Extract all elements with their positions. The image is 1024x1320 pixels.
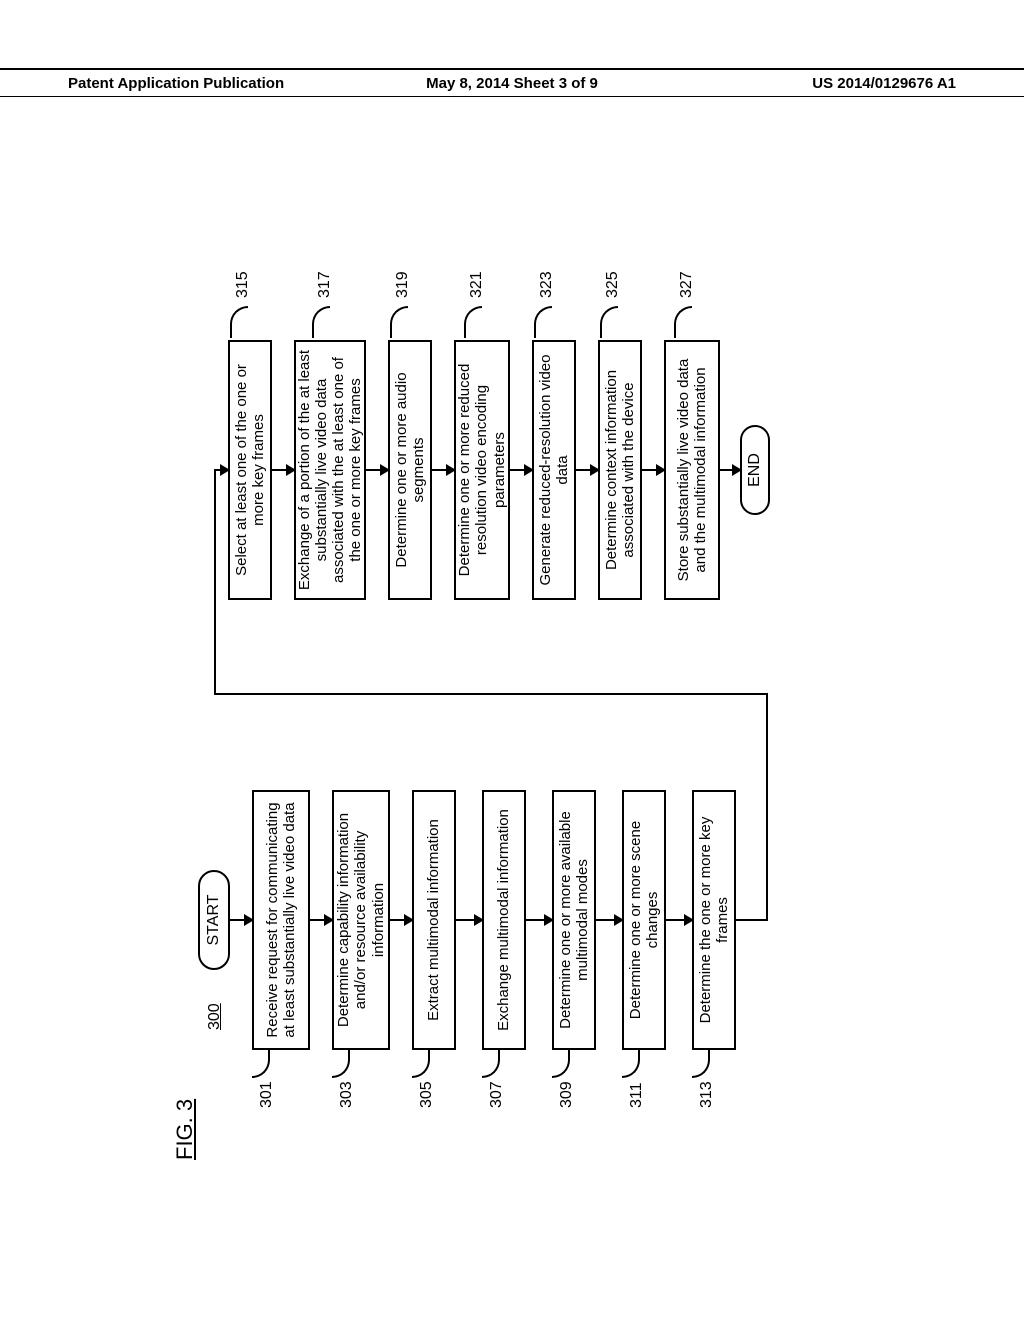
step-327-text: Store substantially live video data and … — [675, 348, 710, 592]
ref-327: 327 — [678, 271, 696, 298]
page-header: Patent Application Publication May 8, 20… — [0, 68, 1024, 97]
ref-313: 313 — [698, 1081, 716, 1108]
step-309: Determine one or more available multimod… — [552, 790, 596, 1050]
step-321-text: Determine one or more reduced resolution… — [456, 348, 508, 592]
ref-309: 309 — [558, 1081, 576, 1108]
step-323: Generate reduced-resolution video data — [532, 340, 576, 600]
figure-ref-300: 300 — [206, 1003, 224, 1030]
ref-303: 303 — [338, 1081, 356, 1108]
step-301-text: Receive request for communicating at lea… — [264, 798, 299, 1042]
leader-319 — [390, 306, 408, 338]
ref-305: 305 — [418, 1081, 436, 1108]
conn-313-up — [214, 693, 768, 695]
step-315: Select at least one of the one or more k… — [228, 340, 272, 600]
arrowhead-301-303 — [324, 914, 334, 926]
step-323-text: Generate reduced-resolution video data — [537, 348, 572, 592]
step-317: Exchange of a portion of the at least su… — [294, 340, 366, 600]
step-319-text: Determine one or more audio segments — [393, 348, 428, 592]
arrowhead-323-325 — [590, 464, 600, 476]
step-315-text: Select at least one of the one or more k… — [233, 348, 268, 592]
arrowhead-319-321 — [446, 464, 456, 476]
leader-323 — [534, 306, 552, 338]
conn-313-into315 — [214, 471, 216, 695]
leader-315 — [230, 306, 248, 338]
header-left: Patent Application Publication — [68, 75, 284, 92]
step-309-text: Determine one or more available multimod… — [557, 798, 592, 1042]
ref-315: 315 — [234, 271, 252, 298]
ref-307: 307 — [488, 1081, 506, 1108]
ref-325: 325 — [604, 271, 622, 298]
step-327: Store substantially live video data and … — [664, 340, 720, 600]
step-313-text: Determine the one or more key frames — [697, 798, 732, 1042]
conn-313-down — [736, 919, 766, 921]
arrowhead-321-323 — [524, 464, 534, 476]
end-terminal: END — [740, 425, 770, 515]
leader-303 — [332, 1050, 350, 1078]
step-303-text: Determine capability information and/or … — [335, 798, 387, 1042]
leader-325 — [600, 306, 618, 338]
arrowhead-315-317 — [286, 464, 296, 476]
leader-309 — [552, 1050, 570, 1078]
step-313: Determine the one or more key frames — [692, 790, 736, 1050]
ref-321: 321 — [468, 271, 486, 298]
header-right: US 2014/0129676 A1 — [812, 75, 956, 92]
step-305-text: Extract multimodal information — [425, 819, 442, 1021]
step-311-text: Determine one or more scene changes — [627, 798, 662, 1042]
leader-311 — [622, 1050, 640, 1078]
leader-301 — [252, 1050, 270, 1078]
leader-317 — [312, 306, 330, 338]
step-303: Determine capability information and/or … — [332, 790, 390, 1050]
start-terminal: START — [198, 870, 230, 970]
step-321: Determine one or more reduced resolution… — [454, 340, 510, 600]
step-305: Extract multimodal information — [412, 790, 456, 1050]
flowchart-fig3: FIG. 3 START 300 Receive request for com… — [192, 160, 832, 1160]
ref-301: 301 — [258, 1081, 276, 1108]
step-325: Determine context information associated… — [598, 340, 642, 600]
leader-321 — [464, 306, 482, 338]
conn-313-right — [766, 695, 768, 921]
step-301: Receive request for communicating at lea… — [252, 790, 310, 1050]
ref-323: 323 — [538, 271, 556, 298]
arrowhead-327-end — [732, 464, 742, 476]
leader-313 — [692, 1050, 710, 1078]
arrowhead-303-305 — [404, 914, 414, 926]
arrowhead-325-327 — [656, 464, 666, 476]
ref-317: 317 — [316, 271, 334, 298]
arrowhead-into-315 — [220, 464, 230, 476]
ref-319: 319 — [394, 271, 412, 298]
step-311: Determine one or more scene changes — [622, 790, 666, 1050]
arrowhead-311-313 — [684, 914, 694, 926]
arrowhead-317-319 — [380, 464, 390, 476]
step-317-text: Exchange of a portion of the at least su… — [296, 348, 365, 592]
arrowhead-309-311 — [614, 914, 624, 926]
arrowhead-307-309 — [544, 914, 554, 926]
step-325-text: Determine context information associated… — [603, 348, 638, 592]
leader-307 — [482, 1050, 500, 1078]
ref-311: 311 — [628, 1082, 646, 1108]
header-center: May 8, 2014 Sheet 3 of 9 — [426, 75, 598, 92]
leader-327 — [674, 306, 692, 338]
arrowhead-305-307 — [474, 914, 484, 926]
step-307-text: Exchange multimodal information — [495, 809, 512, 1031]
arrowhead-start-301 — [244, 914, 254, 926]
leader-305 — [412, 1050, 430, 1078]
start-label: START — [205, 895, 223, 946]
figure-label: FIG. 3 — [172, 1099, 198, 1160]
step-319: Determine one or more audio segments — [388, 340, 432, 600]
end-label: END — [746, 453, 764, 487]
step-307: Exchange multimodal information — [482, 790, 526, 1050]
